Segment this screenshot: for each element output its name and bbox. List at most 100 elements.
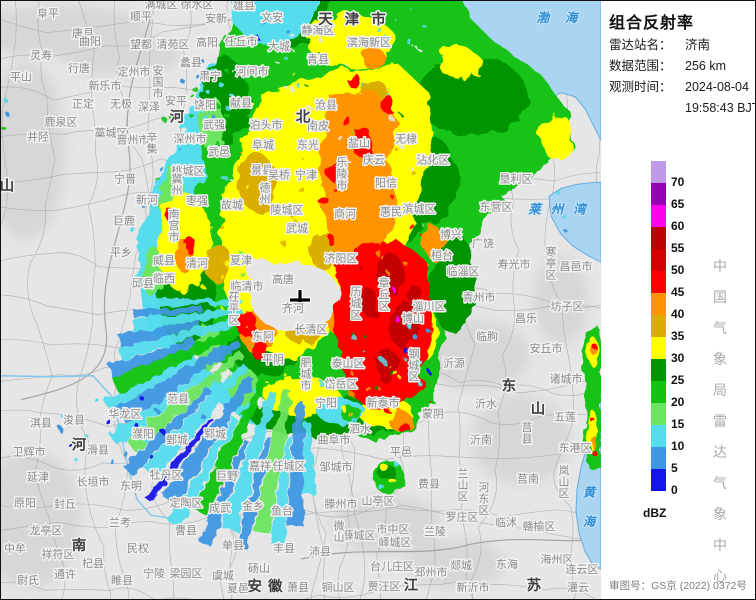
info-value: 256 km	[685, 59, 726, 73]
info-label	[609, 98, 685, 119]
map-canvas: 渤海湾莱州湾黄海阜平顺平满城区徐水区雄县安新文安唐县曲阳望都清苑区高阳任丘市大城…	[1, 1, 601, 599]
legend-value: 45	[671, 285, 685, 299]
place-label: 宁晋	[114, 171, 136, 185]
place-label: 徐水区	[181, 1, 214, 11]
echo-blob	[390, 478, 396, 485]
echo-blob	[350, 414, 356, 420]
place-label: 山亭区	[362, 493, 395, 507]
place-label: 河东区	[479, 481, 490, 517]
place-label: 兰考	[109, 516, 131, 529]
place-label: 郓城	[204, 428, 226, 441]
place-label: 费县	[418, 477, 440, 490]
place-label: 定陶区	[170, 495, 203, 509]
place-label: 邱县	[132, 277, 154, 290]
place-label: 武强	[203, 119, 225, 132]
legend-value: 30	[671, 351, 685, 365]
echo-blob	[199, 94, 223, 151]
place-label: 峄城区	[379, 536, 412, 549]
sea-label: 莱州湾	[528, 202, 595, 216]
place-label: 无极	[110, 97, 132, 111]
echo-blob	[360, 48, 386, 67]
echo-blob	[381, 464, 389, 473]
place-label: 延津	[27, 470, 49, 483]
place-label: 铜山区	[322, 580, 355, 594]
place-label: 泰山区	[332, 356, 365, 370]
echo-blob	[389, 285, 393, 290]
legend-value: 50	[671, 263, 685, 277]
place-label: 单县	[222, 539, 244, 552]
echo-blob	[229, 1, 318, 49]
place-label: 贾汪区	[368, 580, 401, 593]
place-label: 东港区	[559, 442, 592, 455]
place-label: 静海区	[302, 23, 335, 37]
echo-blob	[394, 315, 400, 322]
legend-value: 35	[671, 329, 685, 343]
place-label: 肃宁	[199, 69, 221, 83]
place-label: 平乡	[110, 246, 132, 259]
place-label: 南皮	[307, 120, 329, 133]
place-label: 钢城区	[409, 347, 420, 383]
place-label: 淇县	[30, 417, 52, 430]
place-label: 河间市	[236, 64, 269, 78]
legend-value: 40	[671, 307, 685, 321]
place-label: 沛县	[309, 544, 331, 558]
info-label: 雷达站名：	[609, 38, 672, 52]
place-label: 新河	[136, 192, 158, 206]
watermark-char: 象	[713, 351, 727, 367]
echo-blob	[381, 97, 397, 114]
place-label: 卫辉市	[13, 444, 46, 458]
place-label: 原阳	[14, 496, 36, 509]
sea-area	[548, 181, 601, 263]
place-label: 献县	[230, 96, 252, 110]
watermark-char: 心	[713, 568, 727, 584]
place-label: 沾化区	[417, 152, 450, 166]
place-label: 市中区	[377, 522, 410, 536]
legend-value: 5	[671, 461, 678, 475]
place-label: 辛集	[147, 130, 158, 155]
sea-labels: 渤海湾莱州湾黄海	[432, 10, 599, 530]
place-label: 丰县	[273, 542, 295, 555]
info-row: 雷达站名： 济南	[609, 35, 755, 56]
place-label: 武邑	[208, 146, 230, 159]
place-label: 祥符区	[42, 547, 75, 561]
place-label: 薛城区	[343, 529, 376, 542]
place-label: 任城区	[273, 459, 306, 472]
echo-blob	[437, 47, 481, 78]
place-label: 滑县	[87, 444, 109, 457]
place-label: 东海	[496, 557, 518, 571]
place-label: 清苑区	[157, 38, 190, 51]
echo-blob	[319, 196, 329, 207]
place-label: 宁阳	[315, 396, 337, 410]
map-approval-number: 审图号：GS京 (2022) 0372号	[609, 580, 747, 592]
place-label: 砀山	[248, 562, 270, 575]
place-label: 蠡县	[180, 55, 202, 69]
legend-value: 25	[671, 373, 685, 387]
place-label: 五莲	[554, 411, 576, 424]
echo-streaks	[103, 297, 317, 551]
place-label: 新泰市	[367, 396, 400, 410]
echo-blob	[335, 240, 433, 414]
legend-value: 0	[671, 483, 678, 497]
legend-swatch	[651, 249, 666, 271]
watermark-char: 气	[713, 320, 727, 336]
place-label: 武城	[286, 222, 308, 235]
place-label: 岚山区	[559, 464, 570, 500]
place-label: 深州市	[174, 132, 207, 146]
place-label: 巨野	[216, 469, 238, 482]
place-label: 临沭	[495, 515, 517, 529]
place-label: 邹城市	[320, 459, 353, 473]
place-label: 临西	[153, 271, 175, 285]
radar-map: 渤海湾莱州湾黄海阜平顺平满城区徐水区雄县安新文安唐县曲阳望都清苑区高阳任丘市大城…	[1, 1, 601, 599]
echo-blob	[237, 154, 277, 211]
echo-blob	[327, 163, 341, 182]
echo-blob	[415, 55, 527, 136]
place-label: 郯城	[450, 558, 472, 572]
place-label: 平阴	[262, 353, 284, 366]
legend-swatch	[651, 359, 666, 381]
place-label: 中牟	[4, 541, 26, 555]
place-label: 牡丹区	[150, 467, 183, 481]
place-label: 夏邑	[227, 582, 249, 595]
place-label: 饶阳	[194, 99, 216, 112]
place-label: 台儿庄区	[370, 559, 414, 573]
